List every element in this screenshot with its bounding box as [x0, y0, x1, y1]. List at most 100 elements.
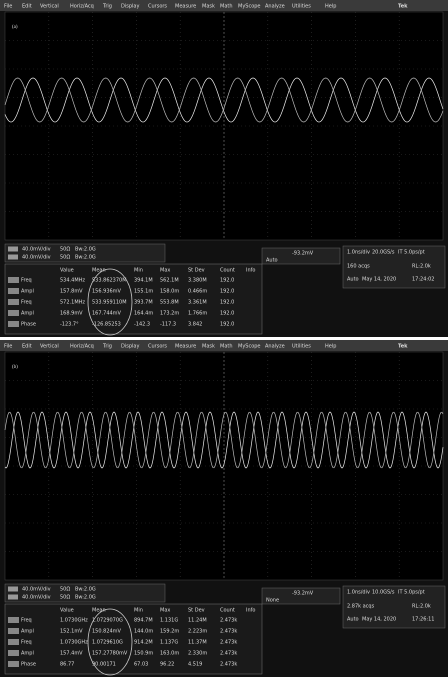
table-cell: 1.137G: [160, 640, 178, 646]
date: May 14, 2020: [362, 277, 396, 283]
table-cell: 173.2m: [160, 311, 179, 317]
channel-setting: 50Ω: [60, 595, 70, 601]
table-cell: 164.4m: [134, 311, 153, 317]
table-cell: 159.2m: [160, 629, 179, 635]
measure-name: Phase: [21, 322, 36, 328]
channel-badge: [8, 255, 18, 260]
table-header: Max: [160, 268, 170, 274]
menu-item[interactable]: Trig: [102, 344, 112, 350]
menu-item[interactable]: Measure: [175, 4, 196, 10]
table-header: St Dev: [188, 268, 205, 274]
channel-setting: 50Ω: [60, 247, 70, 253]
row-badge: [8, 288, 19, 294]
table-cell: 192.0: [220, 322, 234, 328]
table-cell: 2.473k: [220, 618, 237, 624]
measure-name: Ampl: [21, 629, 34, 635]
zoom-mode: None: [266, 598, 279, 604]
table-header: Max: [160, 608, 170, 614]
table-cell: 144.0m: [134, 629, 153, 635]
menu-item[interactable]: Help: [325, 344, 336, 350]
menu-item[interactable]: Cursors: [148, 4, 167, 10]
row-badge: [8, 661, 19, 667]
table-cell: 1.131G: [160, 618, 178, 624]
timebase: 10.0GS/s: [372, 590, 395, 596]
channel-setting: Bw:2.0G: [75, 595, 96, 601]
trigger-level: -93.2mV: [292, 251, 314, 257]
channel-setting: 50Ω: [60, 255, 70, 261]
table-cell: 1.0729610G: [92, 640, 123, 646]
table-cell: 192.0: [220, 311, 234, 317]
measure-name: Ampl: [21, 311, 34, 317]
table-cell: 1.766m: [188, 311, 207, 317]
table-cell: 150.9m: [134, 651, 153, 657]
table-cell: 3.380M: [188, 278, 207, 284]
table-cell: 192.0: [220, 289, 234, 295]
table-cell: 156.936mV: [92, 289, 122, 295]
table-cell: 167.744mV: [92, 311, 122, 317]
brand: Tek: [398, 4, 408, 10]
table-header: Info: [246, 268, 255, 274]
measure-name: Freq: [21, 300, 32, 306]
record-length: RL:2.0k: [412, 604, 431, 610]
menu-item[interactable]: Analyze: [265, 4, 285, 10]
menu-item[interactable]: Vertical: [40, 344, 59, 350]
table-cell: 394.1M: [134, 278, 153, 284]
table-cell: 163.0m: [160, 651, 179, 657]
measure-name: Ampl: [21, 289, 34, 295]
menu-item[interactable]: Measure: [175, 344, 196, 350]
menu-item[interactable]: Utilities: [292, 4, 311, 10]
menu-item[interactable]: Math: [220, 344, 233, 350]
measure-name: Freq: [21, 278, 32, 284]
channel-setting: Bw:2.0G: [75, 247, 96, 253]
table-cell: 2.473k: [220, 651, 237, 657]
menu-item[interactable]: Help: [325, 4, 336, 10]
table-cell: 67.03: [134, 662, 148, 668]
table-cell: 3.842: [188, 322, 202, 328]
time: 17:24:02: [412, 277, 434, 283]
table-cell: 150.824mV: [92, 629, 122, 635]
table-cell: 2.473k: [220, 640, 237, 646]
menu-item[interactable]: Display: [121, 344, 139, 350]
menu-item[interactable]: Vertical: [40, 4, 59, 10]
menu-item[interactable]: Utilities: [292, 344, 311, 350]
menu-item[interactable]: Horiz/Acq: [70, 4, 94, 10]
menu-item[interactable]: Horiz/Acq: [70, 344, 94, 350]
menu-item[interactable]: Trig: [102, 4, 112, 10]
table-cell: 4.519: [188, 662, 202, 668]
table-cell: 157.27780mV: [92, 651, 128, 657]
menu-item[interactable]: Mask: [202, 4, 215, 10]
menu-item[interactable]: Cursors: [148, 344, 167, 350]
row-badge: [8, 277, 19, 283]
menu-item[interactable]: Math: [220, 4, 233, 10]
menu-item[interactable]: Display: [121, 4, 139, 10]
channel-setting: 50Ω: [60, 587, 70, 593]
acq-mode: Auto: [347, 617, 359, 623]
table-cell: 152.1mV: [60, 629, 83, 635]
menu-item[interactable]: Edit: [22, 344, 32, 350]
time: 17:26:11: [412, 617, 434, 623]
table-cell: 534.4MHz: [60, 278, 85, 284]
channel-badge: [8, 247, 18, 252]
menu-item[interactable]: Edit: [22, 4, 32, 10]
table-cell: 533.959110M: [92, 300, 127, 306]
table-cell: 157.8mV: [60, 289, 83, 295]
table-cell: -126.85253: [92, 322, 121, 328]
timebase: IT 5.0ps/pt: [398, 250, 425, 256]
menu-item[interactable]: Mask: [202, 344, 215, 350]
channel-badge: [8, 587, 18, 592]
table-cell: 86.77: [60, 662, 74, 668]
measure-name: Freq: [21, 640, 32, 646]
table-cell: 393.7M: [134, 300, 153, 306]
menu-item[interactable]: MyScope: [238, 4, 261, 10]
menu-item[interactable]: File: [4, 4, 12, 10]
menu-item[interactable]: MyScope: [238, 344, 261, 350]
table-cell: -123.7°: [60, 322, 79, 328]
channel-setting: 40.0mV/div: [22, 247, 51, 253]
row-badge: [8, 650, 19, 656]
zoom-mode: Auto: [266, 258, 278, 264]
menu-item[interactable]: File: [4, 344, 12, 350]
table-header: Info: [246, 608, 255, 614]
table-cell: 1.0730GHz: [60, 640, 88, 646]
row-badge: [8, 628, 19, 634]
menu-item[interactable]: Analyze: [265, 344, 285, 350]
